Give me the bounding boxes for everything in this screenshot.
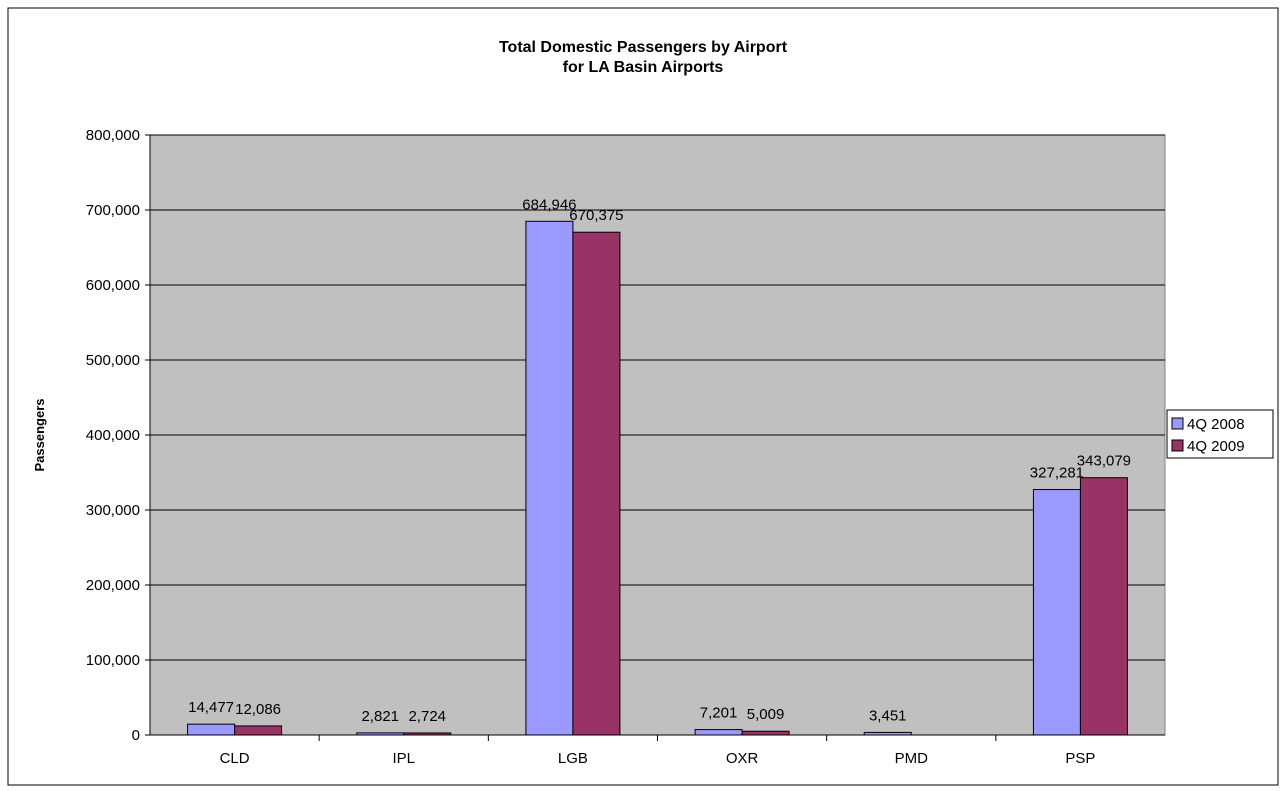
data-label: 2,821	[361, 708, 399, 725]
legend-swatch	[1171, 439, 1184, 452]
y-axis-label: Passengers	[32, 399, 47, 472]
bar	[741, 730, 790, 736]
y-tick-label: 200,000	[86, 577, 140, 594]
data-label: 327,281	[1030, 465, 1084, 482]
bar	[572, 231, 621, 736]
data-label: 7,201	[700, 705, 738, 722]
y-tick-label: 600,000	[86, 277, 140, 294]
bar	[525, 220, 574, 736]
chart-subtitle: for LA Basin Airports	[563, 59, 724, 76]
data-label: 14,477	[188, 699, 234, 716]
legend-swatch	[1171, 417, 1184, 430]
y-tick-label: 0	[132, 727, 140, 744]
bar	[1079, 477, 1128, 736]
legend-label: 4Q 2008	[1187, 416, 1245, 433]
bar	[234, 725, 283, 736]
data-label: 12,086	[235, 701, 281, 718]
data-label: 684,946	[522, 196, 576, 213]
chart-border	[7, 7, 1279, 786]
data-label: 3,451	[869, 707, 907, 724]
x-tick-label: LGB	[558, 750, 588, 767]
bar	[1032, 489, 1081, 736]
x-tick-label: CLD	[220, 750, 250, 767]
x-tick-label: IPL	[392, 750, 415, 767]
bar	[694, 729, 743, 736]
plot-area: 0 100,000 200,000 300,000 400,000 500,000 600,…	[86, 127, 1166, 767]
data-label: 5,009	[747, 706, 785, 723]
legend-label: 4Q 2009	[1187, 438, 1245, 455]
data-label: 670,375	[569, 207, 623, 224]
x-tick-label: OXR	[726, 750, 759, 767]
bar	[356, 732, 405, 736]
bar	[863, 731, 912, 736]
legend-box	[1166, 409, 1274, 459]
y-tick-label: 700,000	[86, 202, 140, 219]
y-tick-label: 100,000	[86, 652, 140, 669]
bar	[403, 732, 452, 736]
x-tick-label: PMD	[895, 750, 929, 767]
data-label: 343,079	[1077, 453, 1131, 470]
data-label: 2,724	[408, 708, 446, 725]
chart-title: Total Domestic Passengers by Airport	[499, 39, 788, 56]
y-tick-label: 800,000	[86, 127, 140, 144]
x-tick-label: PSP	[1065, 750, 1095, 767]
y-tick-label: 300,000	[86, 502, 140, 519]
legend: 4Q 2008 4Q 2009	[1166, 409, 1274, 459]
y-tick-label: 500,000	[86, 352, 140, 369]
y-tick-label: 400,000	[86, 427, 140, 444]
bar	[187, 723, 236, 736]
